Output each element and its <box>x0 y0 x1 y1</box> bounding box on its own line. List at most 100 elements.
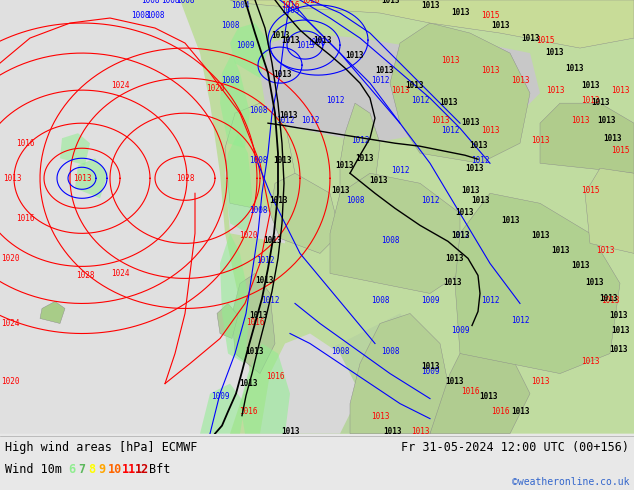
Polygon shape <box>220 233 250 364</box>
Text: 1013: 1013 <box>601 296 619 305</box>
Text: 1012: 1012 <box>351 136 369 145</box>
Text: 1009: 1009 <box>451 326 469 336</box>
Text: 1012: 1012 <box>441 126 459 135</box>
Text: 1013: 1013 <box>356 154 374 163</box>
Text: 1012: 1012 <box>371 76 389 85</box>
Text: 1013: 1013 <box>273 70 291 79</box>
Text: 1008: 1008 <box>146 11 164 20</box>
Text: 1013: 1013 <box>546 48 564 57</box>
Polygon shape <box>200 384 245 434</box>
Text: 1013: 1013 <box>313 36 331 45</box>
Polygon shape <box>225 133 252 233</box>
Text: 1013: 1013 <box>481 66 499 75</box>
Text: 1013: 1013 <box>411 427 429 436</box>
Text: 1013: 1013 <box>481 126 499 135</box>
Text: 1013: 1013 <box>581 81 599 90</box>
Polygon shape <box>540 103 634 173</box>
Polygon shape <box>40 301 65 323</box>
Polygon shape <box>260 334 360 434</box>
Text: 1013: 1013 <box>531 136 549 145</box>
Text: 1012: 1012 <box>261 296 279 305</box>
Text: 1008: 1008 <box>131 11 149 20</box>
Text: 1016: 1016 <box>239 407 257 416</box>
Polygon shape <box>240 343 290 434</box>
Text: 1013: 1013 <box>531 377 549 386</box>
Text: 1015: 1015 <box>611 146 630 155</box>
Text: 1013: 1013 <box>406 81 424 90</box>
Text: 1004: 1004 <box>231 1 249 10</box>
Text: 1013: 1013 <box>611 86 630 95</box>
Text: 1013: 1013 <box>271 31 289 40</box>
Text: 1008: 1008 <box>176 0 194 5</box>
Text: 9: 9 <box>98 464 105 476</box>
Polygon shape <box>220 53 250 148</box>
Text: 1013: 1013 <box>256 276 275 285</box>
Text: 1008: 1008 <box>249 206 268 215</box>
Text: 1013: 1013 <box>439 98 457 107</box>
Text: 1004: 1004 <box>241 0 259 2</box>
Text: 1008: 1008 <box>191 0 209 2</box>
Text: 1008: 1008 <box>161 0 179 5</box>
Polygon shape <box>290 314 440 434</box>
Polygon shape <box>225 123 290 244</box>
Text: 1013: 1013 <box>598 294 618 303</box>
Text: 1013: 1013 <box>430 116 450 125</box>
Text: 1008: 1008 <box>307 38 325 47</box>
Text: 1013: 1013 <box>391 86 410 95</box>
Text: 1020: 1020 <box>301 0 320 5</box>
Text: 1013: 1013 <box>571 261 589 270</box>
Text: 1013: 1013 <box>331 186 349 196</box>
Text: 1013: 1013 <box>443 278 462 288</box>
Text: 1015: 1015 <box>481 0 499 2</box>
Text: 1028: 1028 <box>75 271 94 280</box>
Text: 1008: 1008 <box>141 0 159 5</box>
Polygon shape <box>330 173 460 294</box>
Polygon shape <box>75 158 108 198</box>
Polygon shape <box>340 103 380 213</box>
Text: 7: 7 <box>78 464 85 476</box>
Polygon shape <box>217 303 238 339</box>
Polygon shape <box>270 173 340 253</box>
Text: 1013: 1013 <box>469 141 488 150</box>
Text: 1013: 1013 <box>336 161 354 170</box>
Text: 1013: 1013 <box>586 278 604 288</box>
Text: 1020: 1020 <box>1 254 19 263</box>
Text: 1013: 1013 <box>369 176 387 185</box>
Text: 1012: 1012 <box>301 116 320 125</box>
Text: 1013: 1013 <box>262 236 281 245</box>
Text: 1020: 1020 <box>239 231 257 241</box>
Text: 1013: 1013 <box>281 427 299 436</box>
Text: 1013: 1013 <box>446 377 464 386</box>
Text: 1013: 1013 <box>441 56 459 65</box>
Text: 1009: 1009 <box>421 367 439 375</box>
Text: 1008: 1008 <box>381 346 399 356</box>
Text: 1013: 1013 <box>609 344 627 353</box>
Text: 1013: 1013 <box>546 86 564 95</box>
Text: 1013: 1013 <box>295 41 314 49</box>
Text: 1015: 1015 <box>536 36 554 45</box>
Text: 1013: 1013 <box>3 174 22 183</box>
Text: 1013: 1013 <box>249 312 268 320</box>
Text: 1012: 1012 <box>411 96 429 105</box>
Polygon shape <box>390 23 530 163</box>
Text: 1013: 1013 <box>293 0 311 2</box>
Text: 1013: 1013 <box>531 231 549 241</box>
Polygon shape <box>585 168 634 253</box>
Text: 1013: 1013 <box>598 116 616 125</box>
Polygon shape <box>430 334 530 434</box>
Text: 1013: 1013 <box>239 379 257 388</box>
Text: 1013: 1013 <box>521 34 540 43</box>
Text: 1013: 1013 <box>603 134 621 143</box>
Text: 1016: 1016 <box>16 214 34 223</box>
Text: 1013: 1013 <box>269 196 287 205</box>
Text: 1013: 1013 <box>376 66 394 75</box>
Text: 1013: 1013 <box>383 427 401 436</box>
Text: 1016: 1016 <box>16 139 34 147</box>
Text: 1013: 1013 <box>551 246 569 255</box>
Text: 1013: 1013 <box>281 36 299 45</box>
Text: 1013: 1013 <box>73 174 91 183</box>
Text: Wind 10m: Wind 10m <box>5 464 62 476</box>
Text: 1013: 1013 <box>273 156 291 165</box>
Text: 1013: 1013 <box>511 407 529 416</box>
Text: 1012: 1012 <box>391 166 410 175</box>
